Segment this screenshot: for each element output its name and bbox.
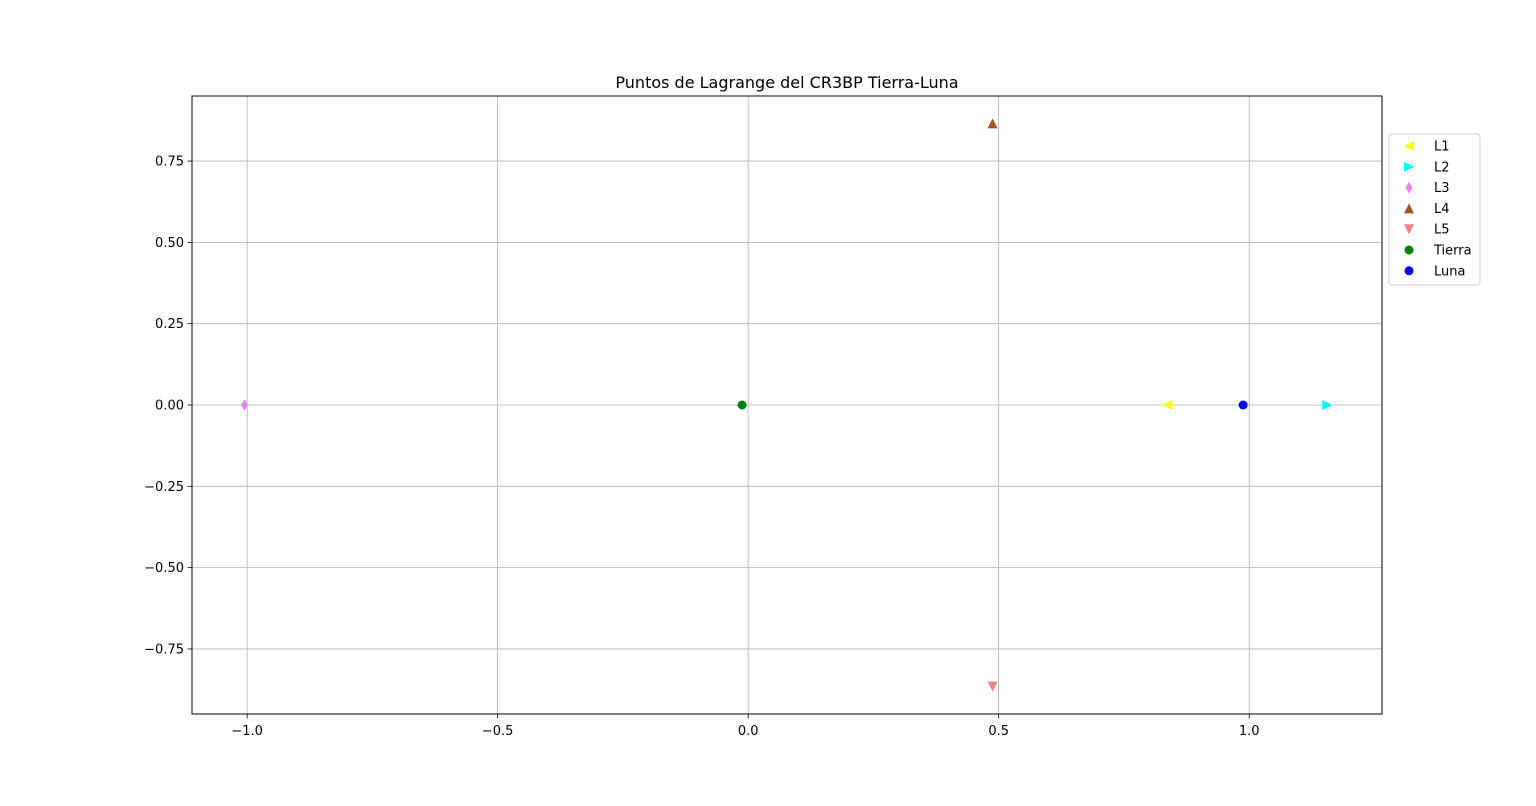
y-tick-label: 0.75 <box>155 155 184 170</box>
legend-label-l1: L1 <box>1434 140 1450 155</box>
legend: L1 L2 L3 L4 L5 Tierra Luna <box>1388 133 1481 286</box>
grid <box>192 96 1382 714</box>
legend-label-l2: L2 <box>1434 160 1450 175</box>
y-tick-label: −0.50 <box>144 561 184 576</box>
legend-label-luna: Luna <box>1434 264 1465 279</box>
point-l2 <box>1322 400 1333 410</box>
legend-marker-luna <box>1404 266 1414 276</box>
legend-marker-l5 <box>1404 224 1414 235</box>
y-tick-label: 0.25 <box>155 317 184 332</box>
legend-items: L1 L2 L3 L4 L5 Tierra Luna <box>1404 140 1472 279</box>
y-tick-label: 0.00 <box>155 399 184 414</box>
x-tick-label: 1.0 <box>1239 724 1260 739</box>
legend-label-tierra: Tierra <box>1433 244 1472 259</box>
legend-marker-tierra <box>1404 245 1414 255</box>
legend-marker-l2 <box>1404 161 1414 172</box>
x-tick-label: 0.5 <box>988 724 1009 739</box>
point-l4 <box>987 118 998 129</box>
x-tick-label: −0.5 <box>482 724 514 739</box>
chart-title: Puntos de Lagrange del CR3BP Tierra-Luna <box>615 73 958 92</box>
y-tick-label: −0.75 <box>144 642 184 657</box>
y-tick-label: 0.50 <box>155 236 184 251</box>
data-points <box>241 118 1333 692</box>
legend-label-l4: L4 <box>1434 202 1450 217</box>
point-luna <box>1238 400 1248 410</box>
legend-marker-l3 <box>1405 181 1413 194</box>
point-tierra <box>737 400 747 410</box>
legend-label-l3: L3 <box>1434 181 1450 196</box>
x-tick-label: −1.0 <box>231 724 263 739</box>
y-axis: 0.75 0.50 0.25 0.00 −0.25 −0.50 −0.75 <box>144 155 192 657</box>
x-axis: −1.0 −0.5 0.0 0.5 1.0 <box>231 714 1260 739</box>
x-tick-label: 0.0 <box>738 724 759 739</box>
point-l3 <box>241 399 249 411</box>
legend-marker-l4 <box>1404 203 1414 214</box>
point-l1 <box>1162 400 1173 410</box>
point-l5 <box>987 681 998 692</box>
y-tick-label: −0.25 <box>144 480 184 495</box>
legend-label-l5: L5 <box>1434 223 1450 238</box>
legend-marker-l1 <box>1404 141 1414 151</box>
